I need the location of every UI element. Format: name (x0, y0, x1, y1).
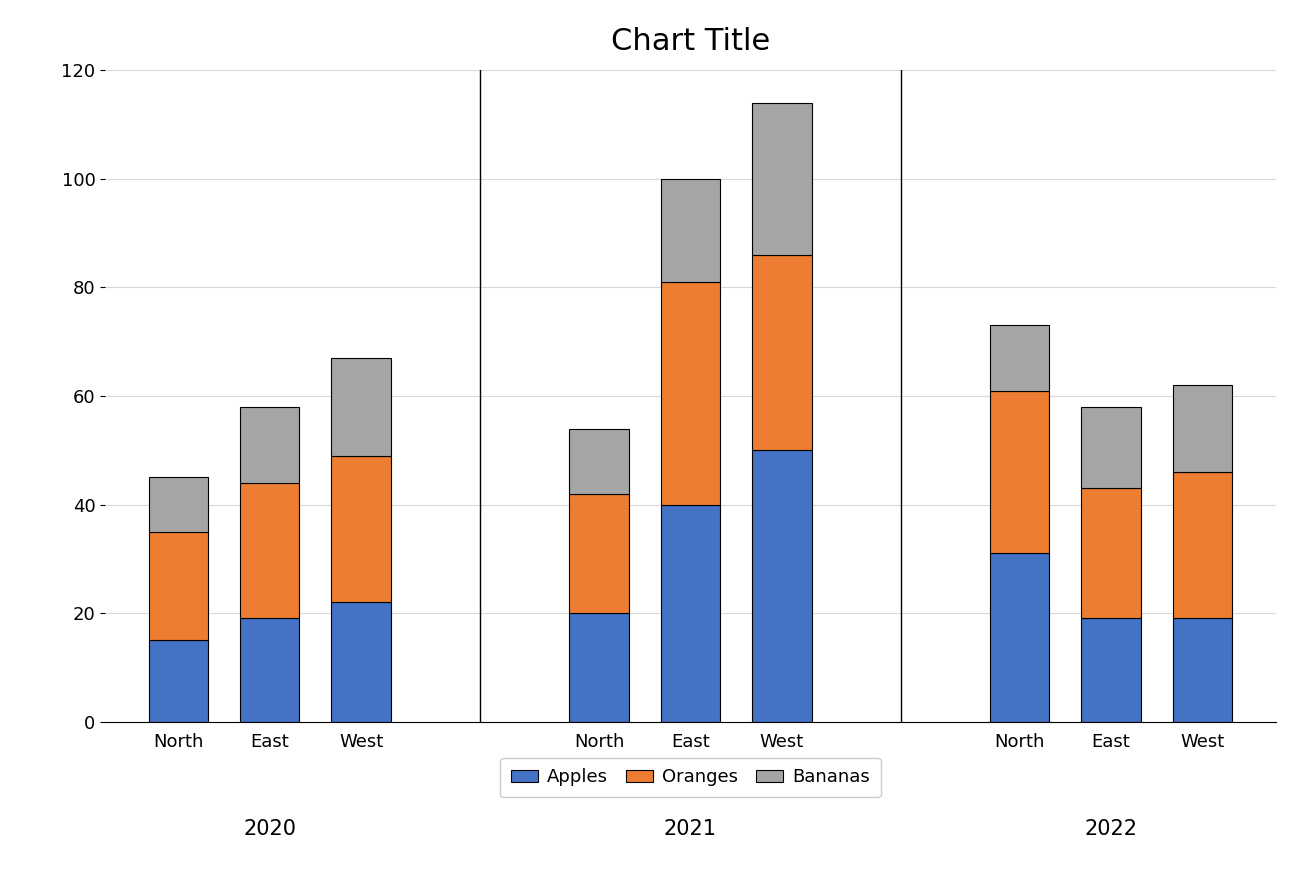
Bar (569, 429, 629, 494)
Text: 2020: 2020 (243, 819, 296, 840)
Bar (331, 602, 391, 722)
Bar (241, 619, 300, 722)
Bar (752, 103, 811, 255)
Bar (752, 451, 811, 722)
Bar (241, 407, 300, 483)
Bar (990, 554, 1049, 722)
Text: 2022: 2022 (1085, 819, 1137, 840)
Bar (1173, 385, 1232, 472)
Bar (241, 483, 300, 619)
Bar (1173, 619, 1232, 722)
Legend: Apples, Oranges, Bananas: Apples, Oranges, Bananas (500, 758, 881, 797)
Bar (660, 504, 721, 722)
Bar (149, 532, 208, 640)
Bar (331, 456, 391, 602)
Bar (660, 179, 721, 282)
Bar (660, 282, 721, 504)
Bar (331, 358, 391, 456)
Bar (1173, 472, 1232, 619)
Bar (1081, 488, 1140, 619)
Bar (752, 255, 811, 451)
Bar (990, 391, 1049, 554)
Text: 2021: 2021 (664, 819, 717, 840)
Bar (990, 326, 1049, 391)
Bar (149, 640, 208, 722)
Bar (1081, 407, 1140, 488)
Bar (149, 477, 208, 532)
Bar (1081, 619, 1140, 722)
Bar (569, 494, 629, 613)
Title: Chart Title: Chart Title (610, 26, 771, 55)
Bar (569, 613, 629, 722)
